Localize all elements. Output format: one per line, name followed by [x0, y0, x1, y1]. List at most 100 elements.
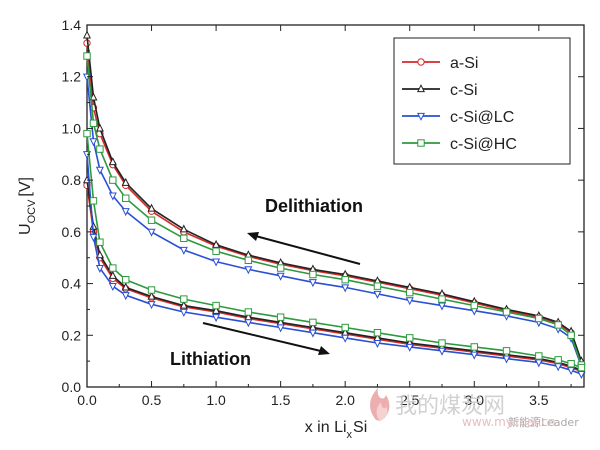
data-point-c-si-hc — [470, 343, 478, 351]
data-point-c-si-hc — [502, 308, 511, 316]
data-point-c-si-hc — [502, 347, 511, 355]
data-point-c-si-lc — [437, 347, 447, 356]
data-point-c-si-hc — [109, 264, 117, 272]
data-point-c-si — [108, 270, 117, 279]
y-tick-label: 1.0 — [62, 120, 82, 136]
data-point-c-si-hc — [309, 318, 317, 327]
data-point-c-si-lc — [179, 246, 188, 255]
y-tick-label: 0.6 — [62, 224, 82, 240]
data-point-c-si-lc — [373, 339, 382, 348]
data-point-c-si-lc — [308, 279, 317, 288]
data-point-c-si-lc — [341, 334, 350, 343]
data-point-c-si-hc — [438, 295, 446, 303]
data-point-c-si-hc — [180, 234, 188, 243]
data-point-c-si-hc — [122, 194, 130, 202]
legend-marker-c-si-lc — [416, 112, 426, 121]
data-point-c-si — [121, 282, 130, 291]
legend-marker-c-si — [416, 84, 426, 93]
data-point-c-si-hc — [276, 264, 285, 272]
data-point-c-si — [179, 300, 188, 309]
data-point-c-si-lc — [95, 166, 104, 175]
data-point-c-si-lc — [108, 283, 117, 292]
x-tick-label: 1.5 — [271, 392, 291, 408]
data-point-c-si-lc — [567, 367, 576, 376]
y-axis-title: UOCV [V] — [17, 177, 38, 235]
watermark-brand-text: 新能源Leader — [508, 415, 579, 429]
x-axis-subscript: x — [347, 429, 353, 441]
data-point-c-si-hc — [109, 176, 117, 184]
flame-logo-icon — [370, 388, 390, 421]
lithiation-annotation: Lithiation — [170, 349, 251, 369]
data-point-c-si-lc — [244, 266, 253, 275]
data-point-c-si-hc — [406, 334, 414, 342]
legend: a-Si c-Si c-Si@LC c-Si@HC — [393, 37, 571, 165]
x-axis-label-tail: Si — [353, 419, 367, 436]
data-point-c-si-hc — [470, 301, 478, 310]
x-tick-label: 0.5 — [142, 392, 162, 408]
data-point-c-si-hc — [244, 256, 253, 265]
data-point-c-si — [95, 250, 104, 259]
x-tick-label: 3.5 — [529, 392, 549, 408]
data-point-c-si-hc — [554, 356, 562, 364]
legend-label-c-si-hc: c-Si@HC — [450, 136, 517, 153]
data-point-c-si-hc — [341, 275, 349, 284]
watermark-logo-text: 我的煤炭网 — [395, 394, 505, 419]
y-tick-label: 1.4 — [62, 17, 82, 33]
delithiation-annotation: Delithiation — [265, 196, 363, 216]
data-point-c-si-lc — [212, 258, 221, 267]
data-point-c-si — [147, 291, 156, 300]
x-tick-label: 3.0 — [465, 392, 485, 408]
data-point-c-si-hc — [83, 52, 91, 60]
data-point-c-si-hc — [83, 129, 91, 138]
y-axis-symbol: U — [17, 223, 34, 235]
legend-marker-a-si — [417, 58, 425, 66]
data-point-c-si-lc — [276, 272, 285, 281]
data-point-c-si-lc — [405, 297, 414, 306]
data-point-c-si-hc — [96, 238, 104, 246]
watermark-url-text: www.mycoal.cn — [462, 415, 556, 429]
data-point-c-si-hc — [276, 313, 285, 321]
x-tick-label: 1.0 — [206, 392, 226, 408]
data-point-c-si-lc — [502, 355, 511, 364]
y-tick-label: 1.2 — [62, 69, 82, 85]
data-point-c-si-lc — [405, 343, 414, 352]
data-point-c-si-hc — [373, 282, 382, 290]
data-point-c-si — [95, 123, 104, 132]
series-group — [82, 30, 586, 379]
axis-ticks: 0.0 0.5 1.0 1.5 2.0 2.5 3.0 3.5 0.0 0.2 0.4 0.6 0.8 1… — [62, 17, 584, 408]
data-point-c-si-hc — [567, 360, 575, 368]
data-point-c-si — [82, 30, 92, 39]
y-tick-label: 0.2 — [62, 327, 82, 343]
delithiation-arrowhead — [247, 232, 259, 241]
data-point-c-si-lc — [108, 192, 117, 201]
x-axis-label: x in Li — [305, 419, 347, 436]
data-point-c-si-lc — [121, 292, 130, 301]
data-point-c-si-lc — [437, 302, 447, 311]
data-point-c-si-lc — [276, 324, 285, 333]
data-point-c-si-hc — [212, 301, 220, 310]
data-point-c-si-hc — [438, 339, 446, 347]
data-point-c-si-lc — [89, 233, 98, 242]
data-point-c-si-hc — [567, 331, 575, 339]
legend-box — [393, 37, 571, 165]
data-point-c-si — [179, 224, 188, 233]
data-point-c-si-lc — [341, 284, 350, 293]
legend-label-c-si-lc: c-Si@LC — [450, 109, 514, 126]
data-point-c-si-hc — [341, 323, 349, 332]
data-point-c-si-hc — [535, 352, 543, 360]
data-point-c-si — [121, 177, 130, 186]
y-tick-label: 0.0 — [62, 379, 82, 395]
data-point-c-si — [147, 203, 156, 212]
data-point-c-si-hc — [89, 197, 98, 205]
data-point-c-si-hc — [147, 216, 156, 224]
data-point-c-si-hc — [373, 329, 382, 337]
y-tick-label: 0.8 — [62, 172, 82, 188]
legend-label-c-si: c-Si — [450, 82, 478, 99]
data-point-c-si — [212, 239, 221, 248]
data-point-c-si-lc — [147, 228, 156, 237]
data-point-c-si-lc — [244, 319, 253, 328]
data-point-c-si-lc — [534, 359, 543, 368]
legend-marker-c-si-hc — [417, 139, 425, 147]
delithiation-arrow — [251, 234, 361, 265]
data-point-c-si-lc — [577, 370, 586, 379]
